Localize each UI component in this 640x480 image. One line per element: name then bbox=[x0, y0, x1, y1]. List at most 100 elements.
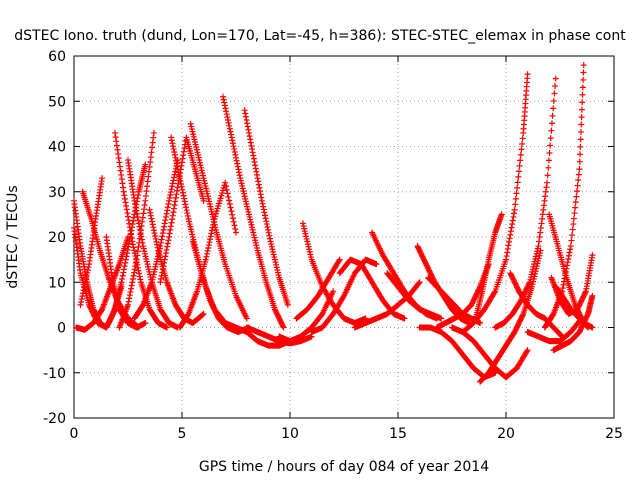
data-point bbox=[507, 231, 514, 238]
data-point bbox=[184, 212, 191, 219]
data-point bbox=[147, 209, 154, 216]
data-point bbox=[178, 162, 185, 169]
data-point bbox=[136, 239, 143, 246]
data-point bbox=[585, 324, 592, 331]
data-point bbox=[224, 116, 231, 123]
data-point bbox=[519, 312, 526, 319]
data-point bbox=[174, 166, 181, 173]
data-point bbox=[127, 288, 134, 295]
data-point bbox=[222, 183, 229, 190]
data-point bbox=[330, 288, 337, 295]
data-point bbox=[251, 159, 258, 166]
data-point bbox=[183, 207, 190, 214]
data-point bbox=[221, 99, 228, 106]
data-point bbox=[567, 246, 574, 253]
data-point bbox=[165, 237, 172, 244]
data-point bbox=[263, 221, 270, 228]
data-point bbox=[229, 137, 236, 144]
data-point bbox=[158, 276, 165, 283]
data-point bbox=[79, 293, 86, 300]
data-point bbox=[162, 250, 169, 257]
data-point bbox=[129, 276, 136, 283]
data-point bbox=[545, 164, 552, 171]
data-series bbox=[541, 62, 587, 331]
data-point bbox=[575, 177, 582, 184]
data-point bbox=[579, 84, 586, 91]
data-point bbox=[179, 189, 186, 196]
data-point bbox=[253, 168, 260, 175]
data-point bbox=[233, 229, 239, 236]
data-point bbox=[476, 285, 483, 292]
data-point bbox=[203, 250, 210, 257]
data-point bbox=[570, 221, 577, 228]
data-point bbox=[181, 198, 188, 205]
data-point bbox=[205, 244, 212, 251]
data-series bbox=[187, 120, 250, 322]
data-point bbox=[122, 199, 129, 206]
data-point bbox=[560, 281, 567, 288]
data-point bbox=[147, 212, 154, 219]
data-point bbox=[373, 261, 380, 268]
data-point bbox=[573, 193, 580, 200]
data-point bbox=[139, 218, 146, 225]
data-point bbox=[144, 183, 151, 190]
data-point bbox=[566, 249, 573, 256]
data-point bbox=[243, 116, 250, 123]
data-point bbox=[266, 232, 273, 239]
data-point bbox=[574, 182, 581, 189]
data-series bbox=[77, 175, 106, 308]
data-point bbox=[255, 181, 262, 188]
data-series bbox=[105, 161, 149, 326]
data-series bbox=[125, 157, 181, 331]
data-point bbox=[118, 176, 125, 183]
y-tick-label: 20 bbox=[48, 230, 66, 246]
data-point bbox=[124, 246, 131, 253]
data-point bbox=[545, 157, 552, 164]
data-point bbox=[142, 161, 149, 168]
data-point bbox=[164, 204, 171, 211]
data-point bbox=[576, 158, 583, 165]
data-point bbox=[546, 149, 553, 156]
x-tick-label: 0 bbox=[70, 426, 79, 442]
data-point bbox=[130, 272, 137, 279]
data-point bbox=[200, 197, 207, 204]
data-point bbox=[583, 323, 590, 330]
data-point bbox=[142, 197, 149, 204]
data-point bbox=[229, 211, 236, 218]
data-point bbox=[143, 188, 150, 195]
data-series bbox=[550, 292, 596, 354]
y-axis-label: dSTEC / TECUs bbox=[5, 185, 21, 288]
data-point bbox=[171, 171, 178, 178]
y-tick-label: 60 bbox=[48, 49, 66, 65]
data-point bbox=[526, 280, 533, 287]
data-point bbox=[572, 204, 579, 211]
data-point bbox=[284, 301, 291, 308]
data-point bbox=[208, 230, 215, 237]
data-point bbox=[577, 143, 584, 150]
data-point bbox=[262, 215, 269, 222]
data-point bbox=[571, 210, 578, 217]
data-point bbox=[154, 241, 161, 248]
data-point bbox=[148, 215, 155, 222]
data-point bbox=[158, 272, 165, 279]
data-point bbox=[514, 184, 521, 191]
x-tick-label: 10 bbox=[281, 426, 299, 442]
data-point bbox=[572, 199, 579, 206]
data-point bbox=[206, 239, 213, 246]
data-point bbox=[230, 218, 237, 225]
data-point bbox=[539, 211, 546, 218]
data-point bbox=[231, 148, 238, 155]
data-point bbox=[204, 247, 211, 254]
data-point bbox=[139, 214, 146, 221]
data-point bbox=[78, 298, 85, 305]
data-point bbox=[415, 280, 422, 287]
data-point bbox=[142, 192, 149, 199]
data-point bbox=[150, 129, 157, 136]
data-point bbox=[563, 265, 570, 272]
data-point bbox=[131, 266, 138, 273]
data-point bbox=[569, 232, 576, 239]
data-series bbox=[492, 75, 559, 331]
data-point bbox=[170, 143, 177, 150]
data-series bbox=[157, 134, 207, 286]
